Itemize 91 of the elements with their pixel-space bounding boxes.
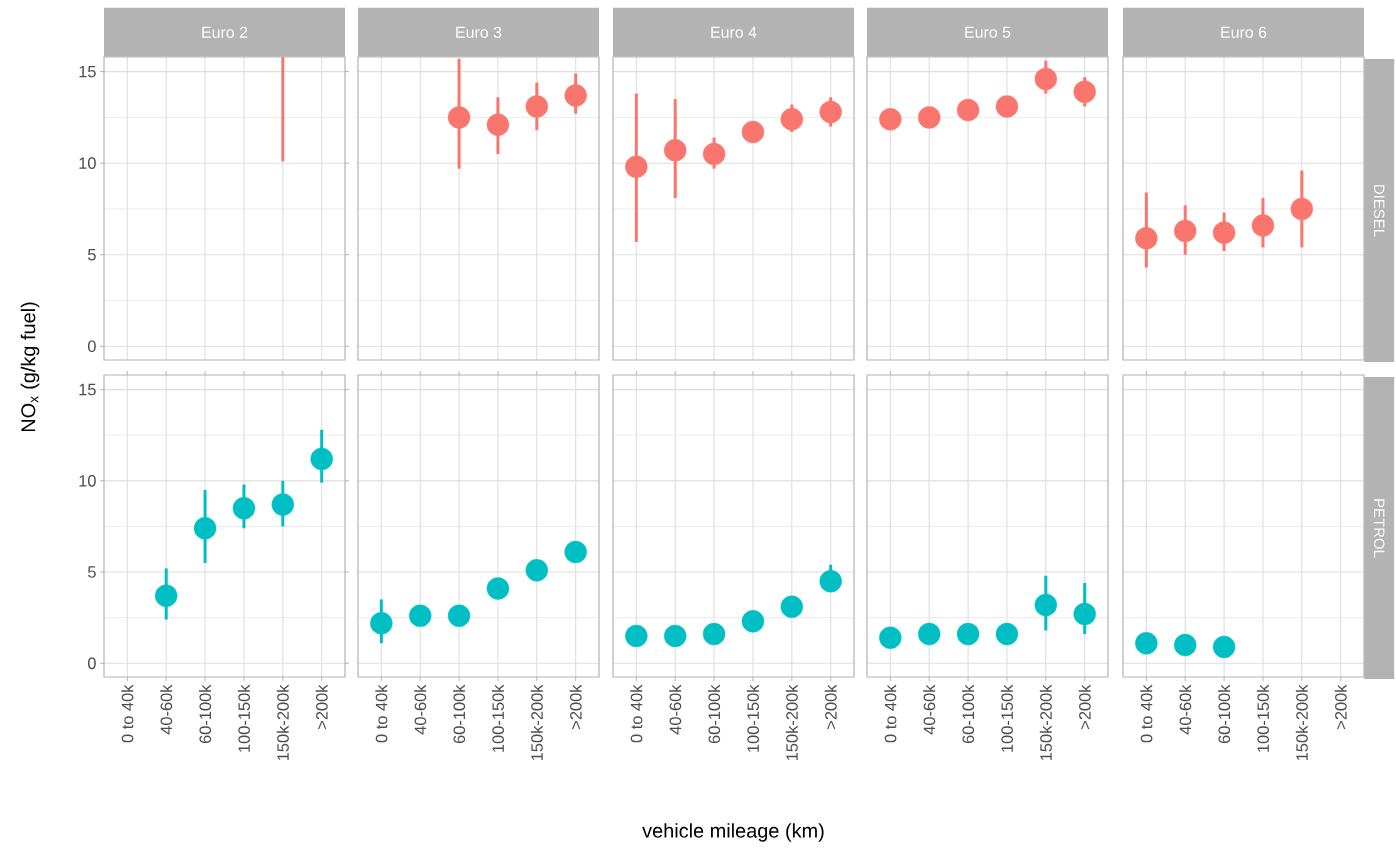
point	[409, 604, 432, 628]
x-tick-label: 100-150k	[1256, 684, 1269, 752]
point	[232, 497, 256, 520]
y-tick-label: 15	[79, 65, 96, 78]
point	[741, 120, 765, 144]
point	[525, 559, 549, 582]
point	[879, 108, 902, 131]
x-tick-label: 40-60k	[923, 684, 936, 735]
point	[956, 98, 980, 122]
x-tick-label: 100-150k	[746, 684, 759, 752]
point	[664, 139, 687, 162]
point	[486, 113, 510, 136]
x-tick-label: 60-100k	[1218, 684, 1231, 744]
text: DIESEL	[1373, 185, 1385, 237]
point	[625, 155, 648, 179]
point	[1135, 227, 1158, 250]
point	[819, 100, 842, 124]
x-tick-label: 60-100k	[199, 684, 212, 744]
point	[1073, 80, 1096, 103]
x-tick-label: 0 to 40k	[1140, 684, 1153, 743]
point	[1212, 221, 1236, 244]
y-tick-label: 10	[79, 157, 96, 169]
x-tick-label: >200k	[824, 684, 837, 729]
y-tick-label: 0	[87, 340, 96, 353]
point	[625, 624, 648, 648]
point	[564, 84, 587, 107]
x-tick-label: 100-150k	[1000, 684, 1013, 752]
point	[819, 570, 842, 593]
point	[995, 622, 1019, 646]
point	[664, 624, 687, 648]
point	[310, 447, 333, 471]
x-tick-label: 60-100k	[708, 684, 721, 744]
point	[155, 584, 178, 607]
chart-title: Euro 6	[1221, 26, 1267, 38]
point	[702, 622, 726, 646]
point	[525, 95, 549, 118]
point	[879, 626, 902, 649]
x-tick-label: >200k	[569, 684, 582, 729]
point	[918, 622, 941, 646]
x-tick-label: 150k-200k	[276, 684, 289, 761]
x-tick-label: 60-100k	[962, 684, 975, 744]
x-tick-label: 40-60k	[414, 684, 427, 735]
y-axis-title: NO$_{x}$ (g/kg fuel)	[20, 302, 40, 432]
x-axis-title: vehicle mileage (km)	[642, 823, 824, 842]
x-tick-label: 40-60k	[1179, 684, 1192, 735]
point	[447, 604, 471, 628]
point	[918, 106, 941, 129]
point	[1034, 593, 1058, 617]
point	[702, 142, 726, 166]
point	[780, 595, 804, 618]
point	[1073, 602, 1096, 626]
point	[1290, 197, 1314, 221]
point	[780, 108, 804, 131]
x-tick-label: 40-60k	[160, 684, 173, 735]
point	[1034, 67, 1058, 91]
x-tick-label: 150k-200k	[1295, 684, 1308, 761]
point	[271, 493, 295, 516]
text: PETROL	[1373, 499, 1385, 558]
x-tick-label: 40-60k	[669, 684, 682, 735]
point	[956, 622, 980, 646]
x-tick-label: >200k	[1334, 684, 1347, 729]
chart-title: Euro 2	[202, 26, 248, 38]
chart-title: Euro 4	[711, 26, 757, 38]
point	[564, 540, 587, 564]
x-tick-label: 150k-200k	[785, 684, 798, 761]
x-tick-label: >200k	[315, 684, 328, 729]
x-tick-label: 0 to 40k	[630, 684, 643, 743]
x-tick-label: 100-150k	[237, 684, 250, 752]
y-tick-label: 0	[87, 657, 96, 670]
point	[486, 577, 510, 600]
y-tick-label: 5	[88, 566, 96, 578]
point	[447, 106, 471, 129]
x-tick-label: 150k-200k	[1039, 684, 1052, 761]
y-tick-label: 15	[79, 383, 96, 396]
x-tick-label: >200k	[1078, 684, 1091, 729]
y-tick-label: 10	[79, 475, 96, 487]
point	[1251, 214, 1275, 237]
chart-title: Euro 3	[456, 26, 502, 38]
chart-title: Euro 5	[965, 26, 1011, 38]
x-tick-label: 150k-200k	[530, 684, 543, 761]
point	[995, 95, 1019, 118]
x-tick-label: 0 to 40k	[375, 684, 388, 743]
x-tick-label: 100-150k	[491, 684, 504, 752]
point	[1174, 219, 1197, 243]
x-tick-label: 0 to 40k	[121, 684, 134, 743]
point	[741, 610, 765, 633]
point	[193, 517, 217, 540]
x-tick-label: 0 to 40k	[884, 684, 897, 743]
point	[370, 611, 393, 635]
x-tick-label: 60-100k	[453, 684, 466, 744]
y-tick-label: 5	[88, 248, 96, 261]
